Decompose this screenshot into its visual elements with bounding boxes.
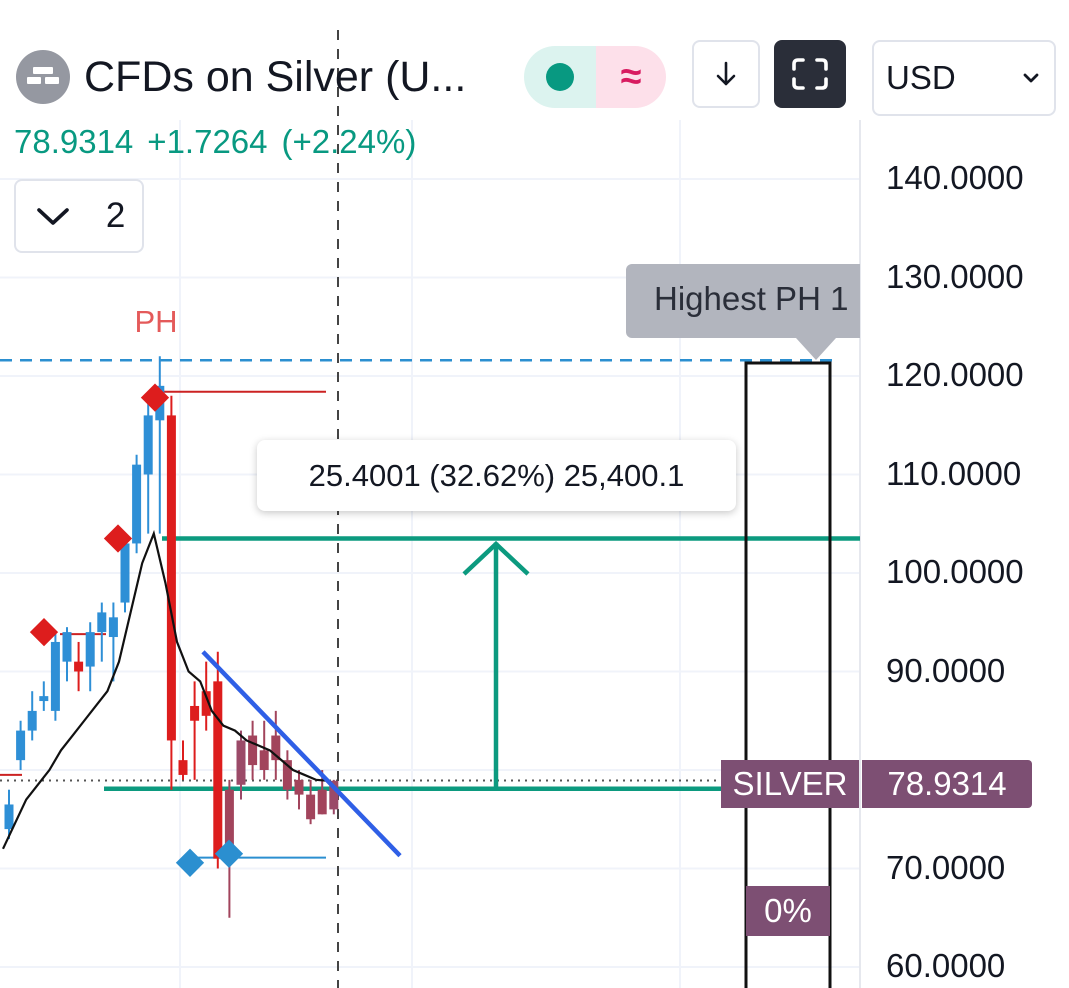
price-axis-tick-label: 120.0000 bbox=[886, 356, 1024, 393]
pivot-high-marker bbox=[103, 524, 133, 553]
highest-ph-tooltip: Highest PH 1 bbox=[626, 264, 860, 338]
currency-value: USD bbox=[886, 59, 956, 96]
candle-body bbox=[50, 641, 60, 711]
candle-body bbox=[317, 789, 327, 815]
candle-body bbox=[62, 632, 72, 662]
measure-label: 25.4001 (32.62%) 25,400.1 bbox=[257, 440, 736, 511]
pivot-low-marker bbox=[175, 848, 205, 877]
candle-body bbox=[213, 681, 223, 859]
silver-bars-icon bbox=[16, 50, 70, 104]
symbol-badge: SILVER bbox=[721, 760, 859, 808]
ph-label: PH bbox=[134, 304, 177, 339]
price-axis-tick-label: 60.0000 bbox=[886, 947, 1006, 984]
candle-body bbox=[143, 415, 153, 475]
candle-body bbox=[85, 632, 95, 667]
candle-body bbox=[27, 710, 37, 731]
candle-body bbox=[271, 735, 281, 761]
symbol-title[interactable]: CFDs on Silver (U... bbox=[84, 53, 467, 101]
pivot-high-marker bbox=[29, 617, 59, 647]
price-axis-tick-label: 130.0000 bbox=[886, 257, 1024, 295]
candle-body bbox=[306, 794, 316, 820]
price-axis-tick-label: 70.0000 bbox=[886, 848, 1006, 886]
zero-percent-badge: 0% bbox=[746, 886, 830, 936]
last-price: 78.9314 bbox=[14, 123, 134, 160]
candle-body bbox=[120, 543, 130, 603]
candles[interactable] bbox=[4, 356, 339, 918]
highest-ph-tooltip-text: Highest PH 1 bbox=[654, 280, 849, 317]
candle-body bbox=[16, 730, 26, 761]
projection-box bbox=[744, 361, 832, 988]
chevron-down-icon bbox=[36, 208, 69, 225]
candle-body bbox=[178, 760, 188, 775]
fullscreen-button[interactable] bbox=[774, 40, 846, 108]
price-summary: 78.9314 +1.7264 (+2.24%) bbox=[14, 120, 430, 164]
fullscreen-icon bbox=[792, 58, 828, 90]
price-change-percent: (+2.24%) bbox=[281, 123, 417, 160]
candle-body bbox=[201, 691, 211, 716]
candle-body bbox=[74, 661, 84, 672]
price-axis-tick-label: 90.0000 bbox=[886, 651, 1006, 689]
candle-body bbox=[236, 740, 246, 785]
downtrend-line bbox=[201, 650, 402, 858]
candle-body bbox=[97, 612, 107, 633]
range-arrow-head bbox=[462, 540, 530, 576]
pivot-low-marker bbox=[214, 839, 244, 868]
candle-body bbox=[166, 415, 176, 741]
price-axis-tick-label: 110.0000 bbox=[886, 454, 1022, 492]
chevron-down-icon bbox=[1023, 73, 1039, 83]
candle-body bbox=[294, 779, 304, 795]
delayed-data-icon: ≈ bbox=[596, 46, 666, 108]
candle-body bbox=[39, 696, 49, 702]
pivot-markers bbox=[29, 383, 244, 877]
market-open-dot-icon bbox=[524, 46, 596, 108]
download-button[interactable] bbox=[692, 40, 760, 108]
candle-body bbox=[132, 464, 142, 544]
candle-body bbox=[108, 617, 118, 638]
price-change: +1.7264 bbox=[147, 123, 268, 160]
price-axis-tick-label: 100.0000 bbox=[886, 553, 1024, 590]
currency-select[interactable]: USD bbox=[872, 40, 1056, 116]
moving-average-line bbox=[2, 529, 328, 850]
indicators-collapse-button[interactable]: 2 bbox=[14, 179, 144, 253]
candle-body bbox=[282, 760, 292, 790]
candle-body bbox=[224, 789, 234, 859]
level-lines bbox=[0, 30, 860, 988]
candle-body bbox=[329, 780, 339, 810]
candle-body bbox=[248, 735, 258, 766]
candle-body bbox=[259, 750, 269, 770]
candle-body bbox=[190, 705, 200, 721]
drawing-overlays: PH bbox=[134, 304, 832, 988]
arrow-down-icon bbox=[716, 61, 736, 86]
candle-body bbox=[4, 804, 14, 830]
price-axis-tick-label: 140.0000 bbox=[886, 159, 1024, 196]
tooltip-arrow bbox=[796, 338, 836, 360]
price-axis-badge: 78.9314 bbox=[862, 760, 1032, 808]
market-status-pill[interactable]: ≈ bbox=[524, 46, 666, 108]
moving-average bbox=[2, 529, 328, 850]
indicators-count: 2 bbox=[105, 196, 126, 235]
pivot-high-marker bbox=[140, 383, 170, 412]
